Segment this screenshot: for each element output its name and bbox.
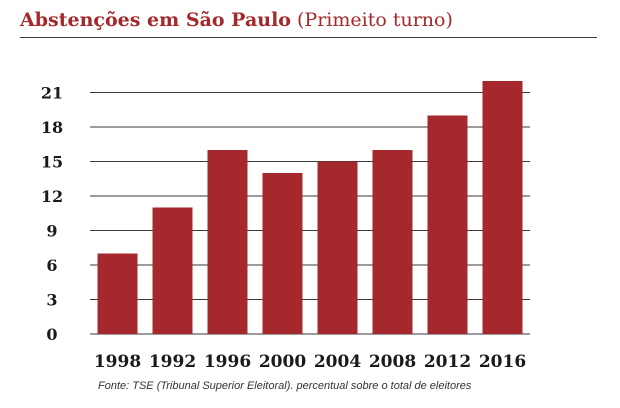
- y-tick-label: 6: [46, 256, 57, 275]
- chart-subtitle: (Primeito turno): [297, 9, 453, 31]
- bar-1996: [207, 150, 248, 334]
- x-tick-label: 2000: [259, 352, 306, 372]
- bar-2004: [317, 161, 358, 334]
- x-tick-label: 1998: [94, 352, 141, 372]
- y-tick-label: 9: [46, 222, 57, 241]
- bar-1992: [152, 207, 193, 334]
- chart-title-row: Abstenções em São Paulo (Primeito turno): [20, 7, 453, 33]
- x-tick-label: 1992: [149, 352, 196, 372]
- title-divider: [20, 37, 597, 38]
- bar-2008: [372, 150, 413, 334]
- x-tick-label: 1996: [204, 352, 251, 372]
- x-tick-label: 2004: [314, 352, 361, 372]
- chart-title: Abstenções em São Paulo: [20, 9, 291, 31]
- y-tick-label: 15: [41, 153, 63, 172]
- y-tick-label: 12: [41, 187, 63, 206]
- x-tick-label: 2016: [479, 352, 526, 372]
- y-tick-label: 3: [46, 291, 57, 310]
- bar-1998: [97, 253, 138, 334]
- x-tick-label: 2012: [424, 352, 471, 372]
- x-tick-label: 2008: [369, 352, 416, 372]
- bar-2012: [427, 115, 468, 334]
- bar-2016: [482, 81, 523, 334]
- y-tick-label: 18: [41, 118, 63, 137]
- source-note: Fonte: TSE (Tribunal Superior Eleitoral)…: [98, 380, 472, 392]
- y-tick-label: 21: [41, 84, 63, 103]
- bar-2000: [262, 173, 303, 334]
- y-tick-label: 0: [46, 325, 57, 344]
